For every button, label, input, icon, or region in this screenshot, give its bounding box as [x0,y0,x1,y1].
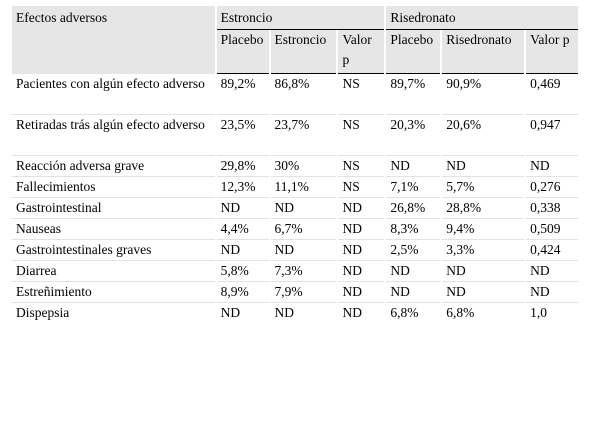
table-cell: ND [338,219,385,240]
table-cell: ND [338,198,385,219]
row-label: Dispepsia [16,305,70,320]
table-cell: ND [386,261,441,282]
table-row: Estreñimiento 8,9% 7,9% ND ND ND ND [12,282,578,303]
table-cell: 0,947 [526,115,578,156]
table-cell: ND [338,282,385,303]
table-cell: 26,8% [386,198,441,219]
table-cell: 86,8% [270,74,337,115]
table-cell: 6,8% [390,305,419,320]
row-label: Retiradas trás algún efecto adverso [12,115,215,156]
table-cell: ND [216,240,269,261]
table-cell: 3,3% [442,240,525,261]
row-label: Nauseas [12,219,215,240]
table-cell: 0,276 [526,177,578,198]
table-cell: 20,6% [442,115,525,156]
column-header: Valor p [338,30,385,74]
table-cell: ND [442,261,525,282]
row-label: Pacientes con algún efecto adverso [12,74,215,115]
column-header: Valor p [526,30,578,74]
row-label: Fallecimientos [12,177,215,198]
group-header-risedronato: Risedronato [386,6,578,30]
table-cell: 11,1% [270,177,337,198]
table-body: Pacientes con algún efecto adverso 89,2% 8… [12,74,578,323]
table-cell: ND [386,282,441,303]
row-label: Gastrointestinales graves [12,240,215,261]
table-cell: 7,3% [270,261,337,282]
adverse-effects-table: Efectos adversos Estroncio Risedronato P… [10,6,580,323]
table-cell: NS [338,177,385,198]
table-cell: ND [220,305,241,320]
table-cell: 5,8% [216,261,269,282]
table-cell: 29,8% [216,156,269,177]
table-row: Reacción adversa grave 29,8% 30% NS ND ND ND [12,156,578,177]
table-cell: ND [338,240,385,261]
table-cell: 90,9% [442,74,525,115]
row-label: Reacción adversa grave [12,156,215,177]
table-row: Nauseas 4,4% 6,7% ND 8,3% 9,4% 0,509 [12,219,578,240]
table-cell: ND [216,198,269,219]
table-cell: 0,469 [526,74,578,115]
table-cell: 6,8% [446,305,475,320]
header-row-columns: Placebo Estroncio Valor p Placebo Risedr… [12,30,578,74]
row-label: Estreñimiento [12,282,215,303]
table-cell: 23,7% [270,115,337,156]
table-row: Fallecimientos 12,3% 11,1% NS 7,1% 5,7% 0,276 [12,177,578,198]
table-cell: 9,4% [442,219,525,240]
group-header-estroncio: Estroncio [216,6,385,30]
table-cell: 89,2% [216,74,269,115]
table-cell: ND [342,305,362,320]
table-cell: 0,509 [526,219,578,240]
header-row-groups: Efectos adversos Estroncio Risedronato [12,6,578,74]
table-cell: 8,3% [386,219,441,240]
header-label-col: Efectos adversos [12,6,215,74]
table-row: Gastrointestinal ND ND ND 26,8% 28,8% 0,338 [12,198,578,219]
table-cell: ND [526,156,578,177]
table-cell: 4,4% [216,219,269,240]
table-cell: 20,3% [386,115,441,156]
table-row: Diarrea 5,8% 7,3% ND ND ND ND [12,261,578,282]
row-label: Diarrea [12,261,215,282]
table-row: Dispepsia ND ND ND 6,8% 6,8% 1,0 [12,303,578,323]
table-cell: ND [526,261,578,282]
table-cell: 12,3% [216,177,269,198]
table-cell: 2,5% [386,240,441,261]
row-label: Gastrointestinal [12,198,215,219]
table-cell: ND [442,282,525,303]
table-cell: 23,5% [216,115,269,156]
table-cell: 7,1% [386,177,441,198]
table-cell: ND [442,156,525,177]
table-cell: ND [274,305,295,320]
table-row: Retiradas trás algún efecto adverso 23,5%… [12,115,578,156]
table-cell: 1,0 [530,305,548,320]
table-cell: NS [338,115,385,156]
table-cell: 28,8% [442,198,525,219]
table-row: Gastrointestinales graves ND ND ND 2,5% 3,3% 0… [12,240,578,261]
table-cell: ND [338,261,385,282]
table-cell: 5,7% [442,177,525,198]
table-cell: ND [526,282,578,303]
table-cell: 7,9% [270,282,337,303]
table-cell: ND [270,240,337,261]
column-header: Placebo [386,30,441,74]
table-cell: NS [338,74,385,115]
table-cell: 6,7% [270,219,337,240]
table-cell: 30% [270,156,337,177]
table-row: Pacientes con algún efecto adverso 89,2% 8… [12,74,578,115]
table-cell: 8,9% [216,282,269,303]
column-header: Risedronato [442,30,525,74]
table-cell: ND [270,198,337,219]
table-cell: 0,424 [526,240,578,261]
column-header: Estroncio [270,30,337,74]
column-header: Placebo [216,30,269,74]
table-cell: 89,7% [386,74,441,115]
table-cell: NS [338,156,385,177]
table-cell: 0,338 [526,198,578,219]
table-cell: ND [386,156,441,177]
